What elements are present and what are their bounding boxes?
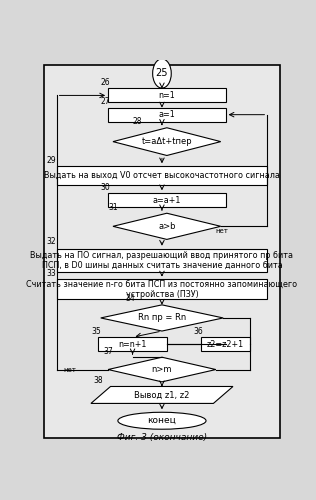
Bar (57, 280, 267, 299)
Polygon shape (91, 386, 233, 404)
Bar (57, 166, 267, 184)
Bar (108, 108, 226, 122)
Text: n>m: n>m (152, 365, 172, 374)
Text: 38: 38 (94, 376, 103, 385)
Ellipse shape (118, 412, 206, 429)
Text: a=1: a=1 (158, 110, 175, 119)
Text: 26: 26 (101, 78, 110, 87)
Text: z2=z2+1: z2=z2+1 (207, 340, 244, 348)
Text: 28: 28 (133, 117, 142, 126)
Text: 37: 37 (103, 346, 113, 356)
Bar (98, 337, 167, 351)
Text: Выдать на ПО сигнал, разрешающий ввод принятого пр бита
ПСП, в D0 шины данных сч: Выдать на ПО сигнал, разрешающий ввод пр… (30, 250, 294, 270)
Polygon shape (101, 305, 223, 331)
Text: n=1: n=1 (158, 91, 175, 100)
Text: конец: конец (148, 416, 176, 425)
Text: Выдать на выход V0 отсчет высокочастотного сигнала: Выдать на выход V0 отсчет высокочастотно… (44, 171, 280, 180)
Polygon shape (113, 128, 221, 156)
Text: Фиг. 3 (окончание): Фиг. 3 (окончание) (117, 433, 207, 442)
Polygon shape (113, 213, 221, 240)
Polygon shape (108, 357, 216, 382)
Text: 29: 29 (47, 156, 57, 164)
Text: a>b: a>b (158, 222, 176, 231)
Circle shape (153, 59, 171, 88)
Text: 31: 31 (108, 202, 118, 211)
Text: Считать значение n-го бита ПСП из постоянно запоминающего
устройства (ПЗУ): Считать значение n-го бита ПСП из постоя… (27, 280, 297, 299)
Text: нет: нет (64, 366, 76, 372)
Text: Rn пр = Rn: Rn пр = Rn (138, 314, 186, 322)
Bar (57, 248, 267, 272)
Text: 34: 34 (125, 294, 135, 304)
Text: 30: 30 (101, 182, 111, 192)
Text: a=a+1: a=a+1 (153, 196, 181, 204)
Text: n=n+1: n=n+1 (118, 340, 147, 348)
Text: Вывод z1, z2: Вывод z1, z2 (134, 390, 190, 400)
Bar (108, 88, 226, 102)
Text: t=aΔt+tпер: t=aΔt+tпер (142, 137, 192, 146)
Bar (108, 193, 226, 207)
Text: 36: 36 (194, 326, 204, 336)
Text: 25: 25 (156, 68, 168, 78)
Text: 32: 32 (47, 238, 57, 246)
Text: 35: 35 (91, 326, 101, 336)
Text: 33: 33 (47, 269, 57, 278)
Text: 27: 27 (101, 97, 110, 106)
Text: нет: нет (216, 228, 229, 234)
Bar (201, 337, 250, 351)
